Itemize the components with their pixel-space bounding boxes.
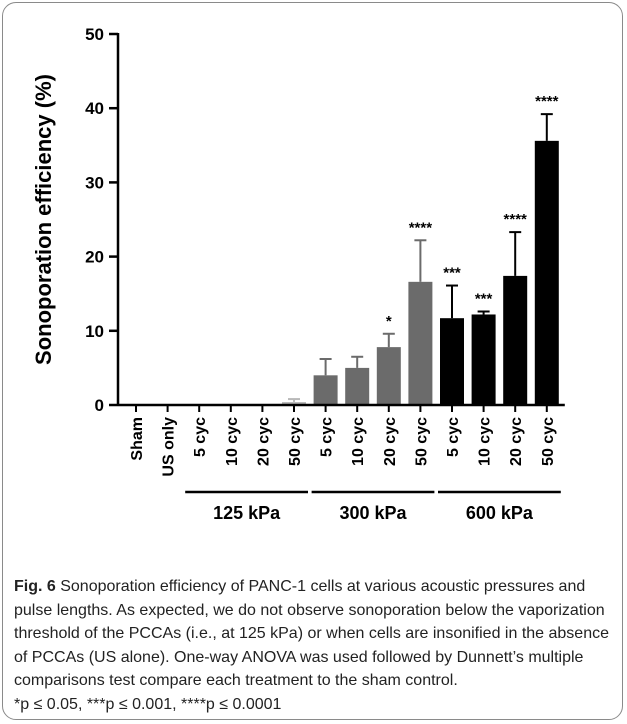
significance-label: **** [504, 211, 528, 228]
x-tick-label: 5 cyc [319, 417, 336, 457]
bar [345, 367, 370, 405]
x-tick-label: 5 cyc [445, 417, 462, 457]
bar [282, 402, 306, 405]
bar [376, 347, 401, 405]
x-tick-label: 10 cyc [477, 417, 494, 466]
x-tick-label: 10 cyc [350, 417, 367, 466]
bar [408, 281, 433, 405]
bar [440, 318, 464, 405]
group-label: 300 kPa [339, 503, 407, 523]
x-tick-label: 20 cyc [255, 417, 272, 466]
x-tick-label: 50 cyc [540, 417, 557, 466]
group-label: 600 kPa [466, 503, 534, 523]
x-tick-label: 20 cyc [382, 417, 399, 466]
x-tick-label: 10 cyc [224, 417, 241, 466]
significance-label: * [386, 313, 392, 330]
y-tick-label: 30 [85, 173, 104, 192]
y-tick-label: 50 [85, 25, 104, 44]
bar [313, 375, 338, 405]
x-tick-label: 20 cyc [508, 417, 525, 466]
x-tick-label: 5 cyc [192, 417, 209, 457]
x-tick-label: Sham [129, 417, 146, 461]
y-tick-label: 40 [85, 99, 104, 118]
significance-label: *** [475, 291, 493, 308]
caption-label: Fig. 6 [14, 578, 56, 595]
bar [534, 140, 559, 405]
caption-text: Sonoporation efficiency of PANC-1 cells … [14, 578, 609, 689]
bar [503, 275, 528, 405]
caption-footnote: *p ≤ 0.05, ***p ≤ 0.001, ****p ≤ 0.0001 [14, 695, 282, 713]
significance-label: *** [443, 265, 461, 282]
y-tick-label: 0 [95, 396, 104, 415]
significance-label: **** [409, 219, 433, 236]
bar [471, 314, 496, 405]
x-tick-label: 50 cyc [287, 417, 304, 466]
group-label: 125 kPa [213, 503, 281, 523]
y-axis-title: Sonoporation efficiency (%) [31, 74, 56, 365]
x-tick-label: US only [161, 417, 178, 477]
y-tick-label: 20 [85, 248, 104, 267]
figure-caption: Fig. 6 Sonoporation efficiency of PANC-1… [14, 575, 614, 716]
significance-label: **** [535, 93, 559, 110]
x-tick-label: 50 cyc [413, 417, 430, 466]
y-tick-label: 10 [85, 322, 104, 341]
